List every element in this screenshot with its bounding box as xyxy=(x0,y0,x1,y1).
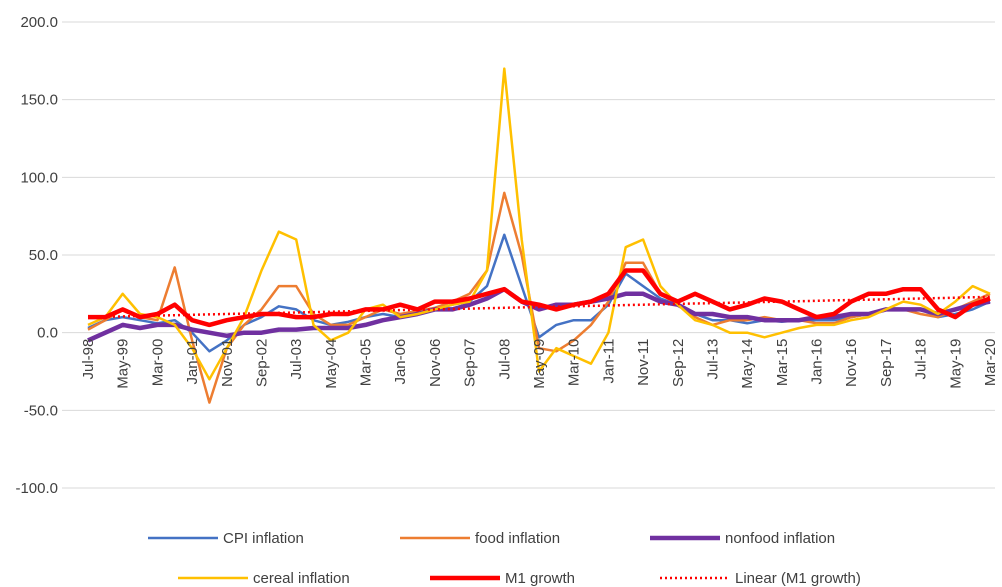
legend-label: cereal inflation xyxy=(253,570,350,587)
x-tick-label: Jul-98 xyxy=(80,339,97,380)
y-tick-label: 200.0 xyxy=(20,14,58,31)
x-tick-label: Sep-17 xyxy=(878,339,895,387)
data-line xyxy=(87,233,991,353)
data-line xyxy=(87,295,991,319)
x-tick-label: Sep-12 xyxy=(670,339,687,387)
legend-label: food inflation xyxy=(475,530,560,547)
x-tick-label: Jul-18 xyxy=(913,339,930,380)
x-tick-label: Jan-11 xyxy=(600,339,617,384)
x-tick-label: Jan-16 xyxy=(809,339,826,385)
x-tick-label: Nov-01 xyxy=(219,339,236,387)
x-tick-label: Mar-05 xyxy=(358,339,375,387)
x-tick-label: Jul-13 xyxy=(704,339,721,380)
data-line xyxy=(87,286,991,343)
x-tick-label: Mar-00 xyxy=(149,339,166,387)
x-tick-label: May-09 xyxy=(531,339,548,389)
y-tick-label: -50.0 xyxy=(24,402,58,419)
x-tick-label: Mar-20 xyxy=(982,339,999,387)
y-tick-label: 100.0 xyxy=(20,169,58,186)
x-tick-label: Jan-06 xyxy=(392,339,409,385)
x-tick-label: Nov-06 xyxy=(427,339,444,387)
x-tick-label: Nov-16 xyxy=(843,339,860,387)
x-tick-label: Mar-10 xyxy=(566,339,583,387)
x-tick-label: Sep-07 xyxy=(462,339,479,387)
y-tick-label: 0.0 xyxy=(37,325,58,342)
y-tick-label: 50.0 xyxy=(29,247,58,264)
x-tick-label: Jan-01 xyxy=(184,339,201,385)
legend-label: M1 growth xyxy=(505,570,575,587)
legend-label: nonfood inflation xyxy=(725,530,835,547)
x-tick-label: Nov-11 xyxy=(635,339,652,386)
x-tick-label: Jul-03 xyxy=(288,339,305,380)
data-line xyxy=(88,268,991,328)
x-tick-label: May-19 xyxy=(947,339,964,389)
y-tick-label: -100.0 xyxy=(15,480,58,497)
x-tick-label: May-14 xyxy=(739,339,756,389)
x-tick-label: Mar-15 xyxy=(774,339,791,387)
legend-label: CPI inflation xyxy=(223,530,304,547)
x-tick-label: Sep-02 xyxy=(253,339,270,387)
legend-label: Linear (M1 growth) xyxy=(735,570,861,587)
x-tick-label: May-04 xyxy=(323,339,340,389)
x-tick-label: May-99 xyxy=(115,339,132,389)
data-line xyxy=(87,67,991,381)
y-tick-label: 150.0 xyxy=(20,92,58,109)
x-tick-label: Jul-08 xyxy=(496,339,513,380)
